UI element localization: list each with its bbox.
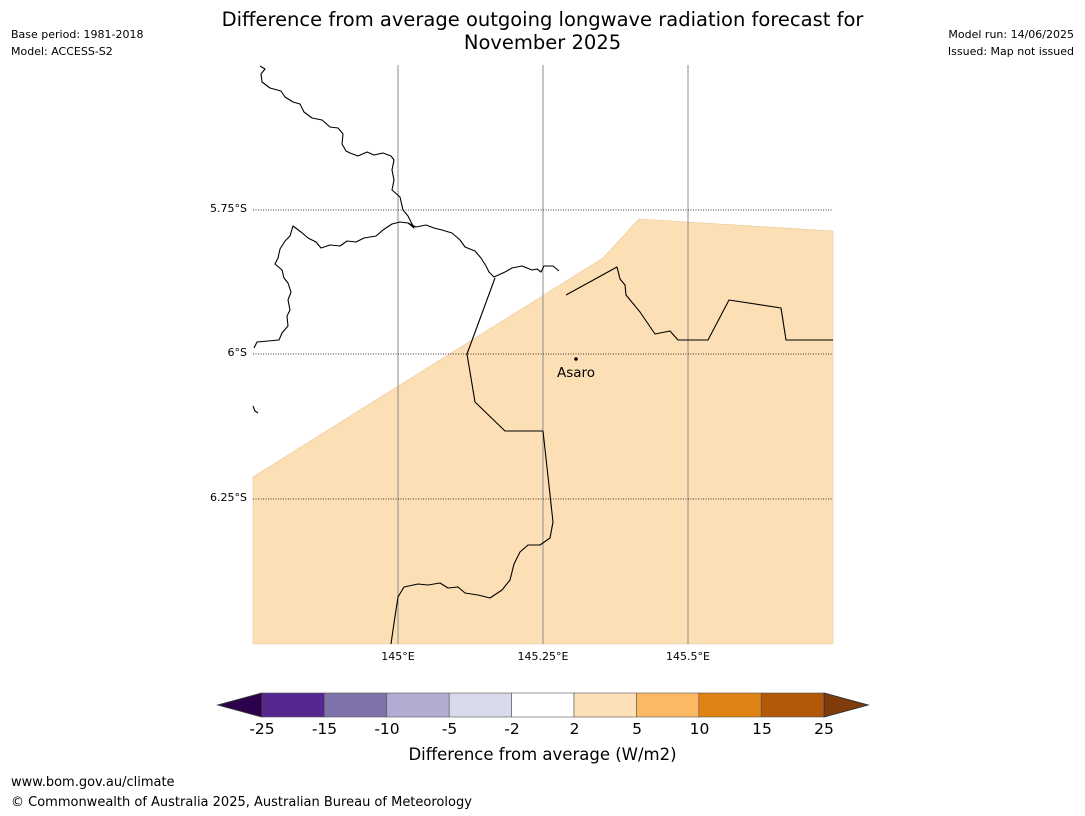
metadata-left: Base period: 1981-2018 Model: ACCESS-S2 [11,26,143,60]
colorbar-segment [636,692,700,718]
title-line-2: November 2025 [463,31,622,54]
place-label-asaro: Asaro [557,365,596,381]
colorbar-tick: -10 [374,720,400,738]
footer-copyright: © Commonwealth of Australia 2025, Austra… [11,795,472,810]
model-run-text: Model run: 14/06/2025 [948,28,1074,41]
colorbar-segment [386,692,450,718]
lat-label-6s: 6°S [227,346,247,359]
colorbar-tick: -15 [311,720,338,738]
boundary-north [253,65,415,349]
boundary-west-south [390,277,554,645]
map-title: Difference from average outgoing longwav… [0,8,1085,54]
boundary-central [407,222,560,278]
title-line-1: Difference from average outgoing longwav… [221,8,864,31]
colorbar-title: Difference from average (W/m2) [408,745,677,764]
lon-label-145-25e: 145.25°E [517,650,569,663]
colorbar-tick: -2 [504,720,520,738]
colorbar [216,692,870,718]
footer-url: www.bom.gov.au/climate [11,775,175,790]
colorbar-over-arrow [823,692,870,718]
colorbar-segment [511,692,575,718]
colorbar-segment [573,692,637,718]
metadata-right: Model run: 14/06/2025 Issued: Map not is… [948,26,1074,60]
colorbar-segment [261,692,325,718]
colorbar-tick: 2 [569,720,580,738]
model-text: Model: ACCESS-S2 [11,45,113,58]
boundary-fragment-west [252,405,259,414]
colorbar-tick: -25 [249,720,275,738]
asaro-marker [574,357,578,361]
colorbar-tick: -5 [441,720,458,738]
base-period-text: Base period: 1981-2018 [11,28,144,41]
province-boundaries [252,65,833,645]
colorbar-segment [324,692,388,718]
colorbar-segment [760,692,824,718]
lon-label-145e: 145°E [381,650,415,663]
colorbar-under-arrow [216,692,263,718]
colorbar-tick: 25 [814,720,834,738]
colorbar-tick: 15 [752,720,772,738]
boundary-east [565,266,833,341]
lat-label-6-25s: 6.25°S [210,491,247,504]
colorbar-segment [698,692,762,718]
colorbar-tick: 5 [632,720,642,738]
issued-text: Issued: Map not issued [947,45,1074,58]
colorbar-tick: 10 [689,720,710,738]
colorbar-segment [448,692,512,718]
lon-label-145-5e: 145.5°E [666,650,710,663]
lat-label-5-75s: 5.75°S [210,202,247,215]
